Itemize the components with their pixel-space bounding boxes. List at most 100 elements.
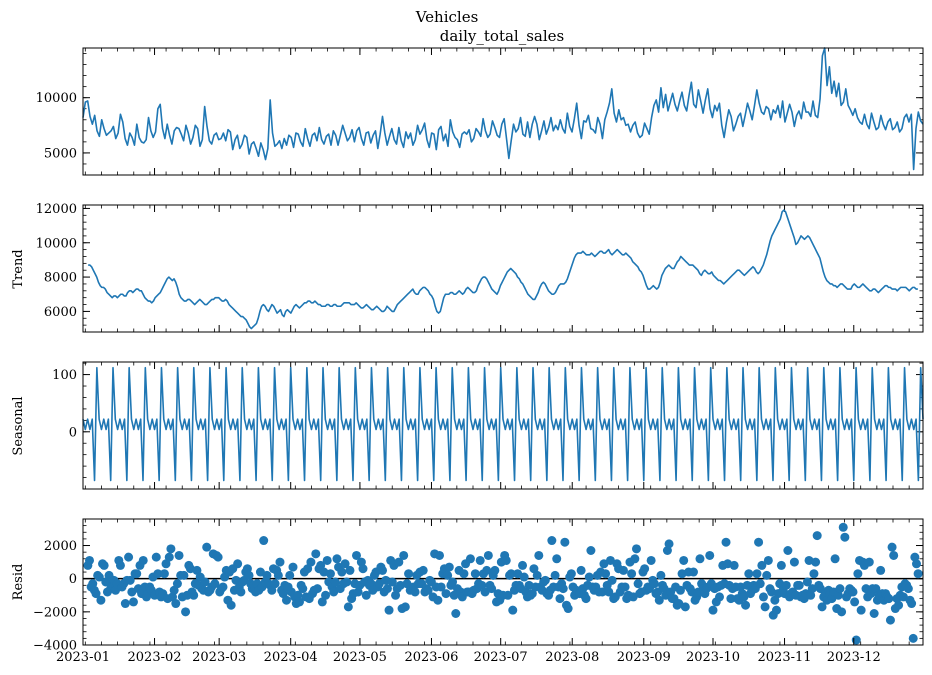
series-line (88, 209, 918, 330)
ytick-label: 6000 (44, 305, 77, 320)
ytick-label: −4000 (33, 639, 77, 654)
scatter-point (885, 615, 895, 625)
scatter-point (400, 602, 410, 612)
scatter-point (259, 536, 269, 546)
scatter-point (776, 560, 786, 570)
scatter-point (851, 635, 861, 645)
scatter-point (607, 575, 617, 585)
xtick-label: 2023-08 (545, 650, 599, 665)
scatter-point (783, 546, 793, 555)
scatter-point (763, 555, 773, 565)
scatter-point (752, 569, 762, 579)
series-line (82, 366, 924, 482)
scatter-point (192, 565, 202, 575)
figure-suptitle: Vehicles (415, 8, 479, 26)
scatter-point (618, 565, 628, 575)
scatter-point (721, 537, 731, 547)
scatter-point (443, 570, 453, 580)
scatter-point (726, 594, 736, 604)
scatter-point (181, 607, 191, 617)
xtick-label: 2023-06 (404, 650, 458, 665)
scatter-point (125, 575, 135, 585)
panel-observed-frame (82, 47, 924, 176)
scatter-point (273, 570, 283, 580)
ytick-label: 8000 (44, 271, 77, 286)
scatter-point (501, 555, 511, 565)
scatter-point (128, 597, 138, 607)
scatter-point (850, 597, 860, 607)
scatter-point (226, 600, 236, 610)
scatter-point (903, 584, 913, 594)
scatter-point (584, 572, 594, 582)
scatter-point (132, 569, 142, 579)
scatter-point (869, 609, 879, 618)
scatter-point (189, 590, 199, 600)
scatter-point (781, 580, 791, 590)
scatter-point (85, 555, 95, 565)
panel-trend: Trend 6000 8000 10000 12000 (11, 202, 924, 333)
scatter-point (337, 567, 347, 577)
scatter-point (758, 592, 768, 602)
scatter-point (708, 605, 718, 615)
xtick-label: 2023-01 (56, 650, 110, 665)
scatter-point (840, 532, 850, 542)
scatter-point (911, 559, 921, 569)
ytick-label: 0 (69, 425, 77, 440)
scatter-point (295, 597, 305, 607)
scatter-point (281, 595, 291, 605)
scatter-point (856, 605, 866, 615)
xtick-label: 2023-12 (827, 650, 881, 665)
scatter-point (361, 590, 371, 600)
scatter-point (244, 570, 254, 580)
scatter-point (654, 595, 664, 605)
scatter-point (202, 542, 212, 552)
scatter-point (640, 564, 650, 574)
scatter-point (729, 560, 739, 570)
scatter-point (448, 577, 458, 587)
scatter-point (688, 567, 698, 577)
scatter-point (518, 560, 528, 570)
scatter-point (482, 565, 492, 575)
scatter-point (418, 565, 428, 575)
scatter-point (490, 565, 500, 575)
scatter-point (200, 577, 210, 587)
scatter-point (679, 555, 689, 565)
scatter-point (604, 587, 614, 597)
scatter-point (345, 565, 355, 575)
scatter-point (312, 584, 322, 594)
panel-trend-xticks (82, 205, 910, 332)
scatter-point (311, 549, 321, 559)
scatter-point (394, 557, 404, 567)
panel-resid-frame (82, 518, 924, 646)
scatter-point (322, 555, 332, 565)
ytick-label: 10000 (36, 236, 77, 251)
scatter-point (436, 582, 446, 592)
scatter-point (351, 550, 361, 560)
scatter-point (760, 602, 770, 612)
scatter-point (441, 589, 451, 599)
scatter-point (555, 594, 565, 604)
scatter-point (236, 587, 246, 597)
scatter-point (275, 557, 285, 567)
scatter-point (262, 570, 272, 580)
ytick-label: 5000 (44, 146, 77, 161)
scatter-point (94, 572, 104, 582)
ytick-label: 2000 (44, 539, 77, 554)
scatter-point (487, 584, 497, 594)
scatter-point (172, 579, 182, 589)
scatter-point (213, 552, 223, 562)
scatter-point (218, 582, 228, 592)
scatter-point (715, 592, 725, 602)
scatter-point (817, 602, 827, 612)
scatter-point (675, 585, 685, 595)
panel-trend-yticks: 6000 8000 10000 12000 (36, 202, 923, 333)
ytick-label: 12000 (36, 202, 77, 217)
scatter-point (330, 577, 340, 587)
scatter-point (210, 579, 220, 589)
panel-observed: daily_total_sales 5000 10000 (36, 27, 924, 176)
scatter-point (789, 557, 799, 567)
panel-trend-ylabel: Trend (11, 249, 26, 288)
scatter-point (837, 607, 847, 617)
